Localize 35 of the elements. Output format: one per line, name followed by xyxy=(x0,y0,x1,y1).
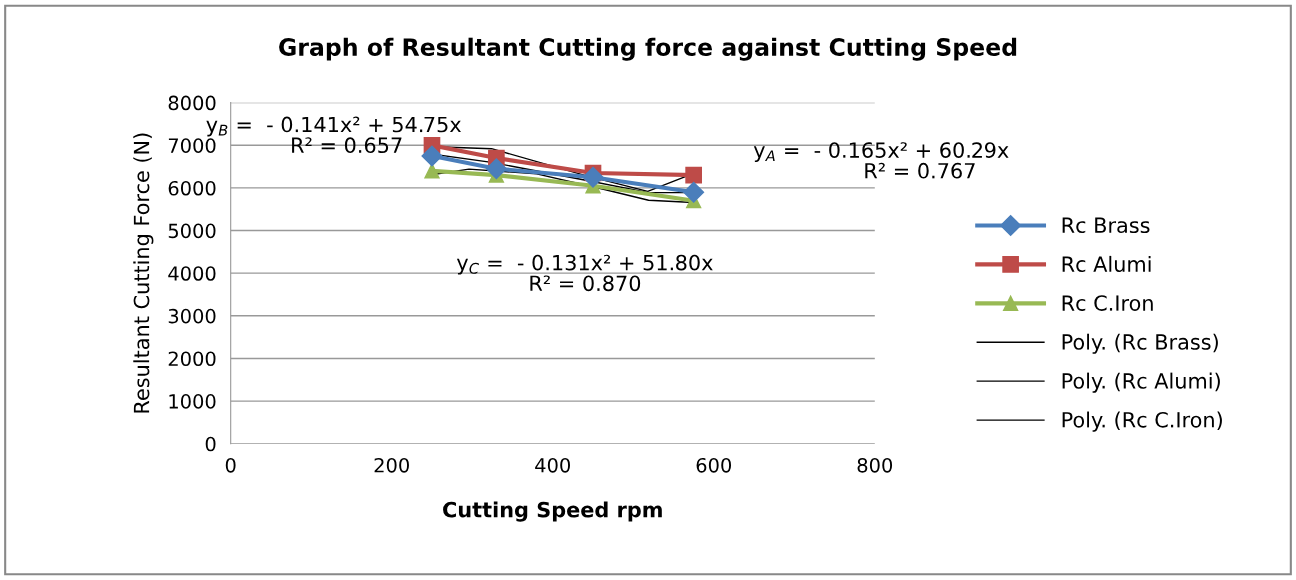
x-axis-title: Cutting Speed rpm xyxy=(443,501,662,522)
point xyxy=(485,158,507,180)
annotation: R² = 0.870 xyxy=(530,275,641,292)
annotation: y$_{A}$ = - 0.165x² + 60.29x xyxy=(753,142,1009,162)
y-axis-title: Resultant Cutting Force (N) xyxy=(133,133,154,413)
y-tick-label: 8000 xyxy=(168,95,216,111)
y-tick-label: 0 xyxy=(205,436,216,452)
legend-label: Poly. (Rc C.Iron) xyxy=(1062,411,1222,432)
y-tick-label: 3000 xyxy=(168,308,216,324)
legend-label: Poly. (Rc Brass) xyxy=(1062,333,1218,354)
point xyxy=(582,166,604,188)
y-tick-label: 7000 xyxy=(168,138,216,153)
point xyxy=(421,145,443,167)
y-tick-label: 1000 xyxy=(169,394,216,409)
annotation: y$_{B}$ = - 0.141x² + 54.75x xyxy=(206,116,461,137)
x-tick-label: 800 xyxy=(857,457,893,473)
annotation: R² = 0.767 xyxy=(865,162,975,179)
x-tick-label: 600 xyxy=(696,457,732,473)
point xyxy=(424,163,440,179)
x-tick-label: 400 xyxy=(535,457,571,473)
legend-label: Rc Alumi xyxy=(1062,255,1151,273)
y-tick-label: 4000 xyxy=(168,266,216,281)
point xyxy=(685,166,702,184)
x-tick-label: 0 xyxy=(225,457,236,473)
y-tick-label: 2000 xyxy=(168,351,216,367)
annotation: R² = 0.657 xyxy=(292,137,402,154)
annotation: y$_{C}$ = - 0.131x² + 51.80x xyxy=(456,254,713,275)
y-tick-label: 5000 xyxy=(168,223,216,239)
x-tick-label: 200 xyxy=(374,457,409,473)
point xyxy=(683,181,705,203)
legend-label: Poly. (Rc Alumi) xyxy=(1062,372,1220,393)
legend-label: Rc C.Iron xyxy=(1062,295,1153,311)
y-tick-label: 6000 xyxy=(168,180,216,196)
legend-label: Rc Brass xyxy=(1062,217,1150,234)
chart-title: Graph of Resultant Cutting force against Cutting Speed xyxy=(279,37,1017,61)
